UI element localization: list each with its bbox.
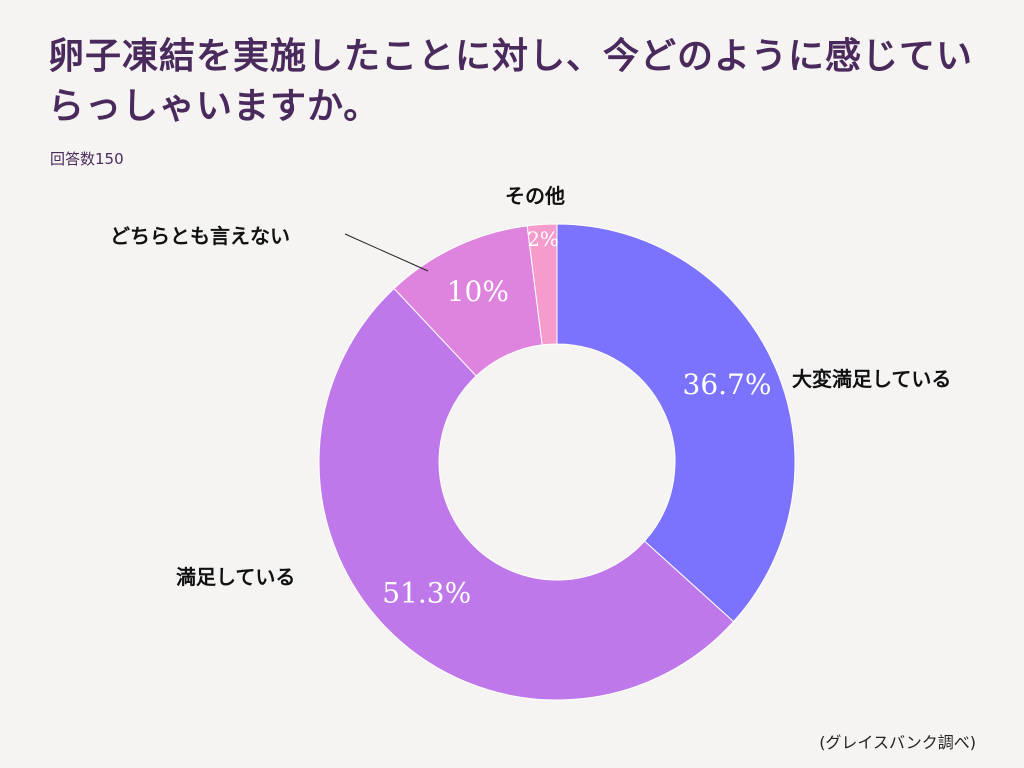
- donut-slices: [318, 223, 796, 701]
- percent-labels: 36.7% 51.3% 10% 2%: [382, 227, 771, 609]
- pct-neutral: 10%: [447, 275, 509, 308]
- pct-very-satisfied: 36.7%: [683, 368, 772, 401]
- slice-satisfied: [318, 287, 735, 701]
- label-neutral: どちらとも言えない: [110, 224, 290, 248]
- leader-line: [344, 233, 429, 272]
- slice-other: [526, 223, 558, 346]
- label-very-satisfied: 大変満足している: [792, 367, 951, 391]
- source-note: (グレイスバンク調べ): [819, 733, 976, 752]
- pct-other: 2%: [527, 227, 559, 251]
- chart-title: 卵子凍結を実施したことに対し、今どのように感じていらっしゃいますか。: [48, 36, 974, 127]
- category-labels: 大変満足している 満足している どちらとも言えない その他: [110, 184, 951, 589]
- label-other: その他: [505, 184, 565, 208]
- response-count: 回答数150: [50, 150, 124, 168]
- pct-satisfied: 51.3%: [382, 576, 471, 609]
- label-satisfied: 満足している: [176, 565, 295, 589]
- slice-very-satisfied: [556, 223, 796, 623]
